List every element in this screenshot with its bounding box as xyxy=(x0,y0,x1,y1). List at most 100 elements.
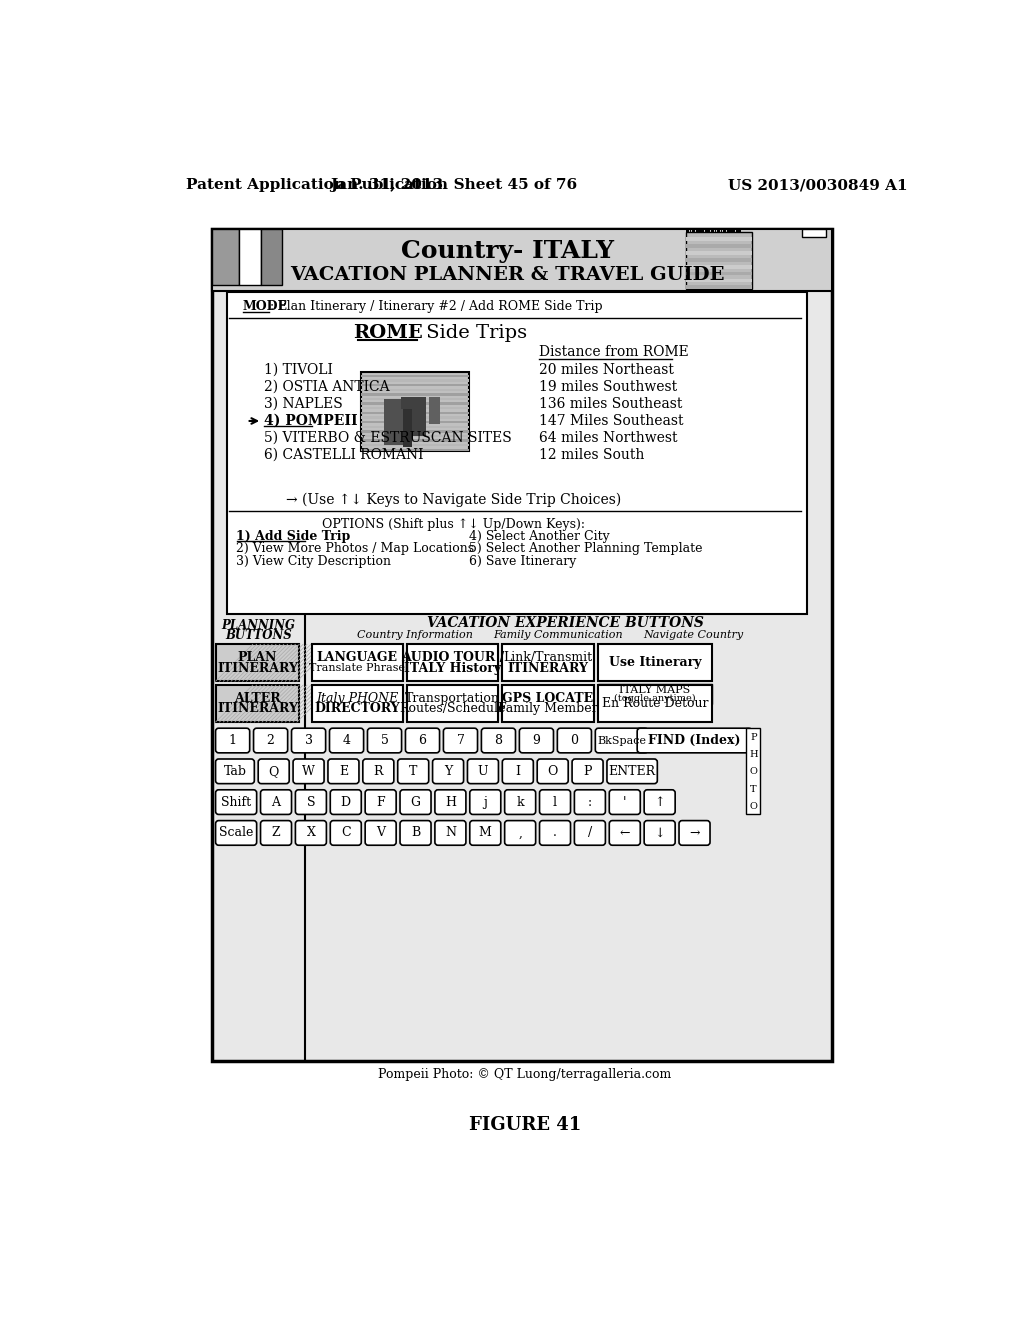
Bar xyxy=(705,230,708,252)
Bar xyxy=(702,230,703,252)
Text: VACATION PLANNER & TRAVEL GUIDE: VACATION PLANNER & TRAVEL GUIDE xyxy=(291,267,725,284)
Bar xyxy=(360,421,469,424)
Text: D: D xyxy=(341,796,351,809)
FancyBboxPatch shape xyxy=(519,729,554,752)
Text: 6) CASTELLI ROMANI: 6) CASTELLI ROMANI xyxy=(263,447,423,462)
Bar xyxy=(360,444,469,446)
Bar xyxy=(686,285,752,289)
Text: 0: 0 xyxy=(570,734,579,747)
FancyBboxPatch shape xyxy=(538,759,568,784)
Text: 4: 4 xyxy=(343,734,350,747)
Text: Use Itinerary: Use Itinerary xyxy=(608,656,701,669)
Text: F: F xyxy=(377,796,385,809)
Bar xyxy=(407,644,499,681)
Text: T: T xyxy=(751,784,757,793)
Text: ITALY History: ITALY History xyxy=(404,661,502,675)
FancyBboxPatch shape xyxy=(574,789,605,814)
Text: Distance from ROME: Distance from ROME xyxy=(539,346,688,359)
Text: l: l xyxy=(553,796,557,809)
Text: 3: 3 xyxy=(304,734,312,747)
FancyBboxPatch shape xyxy=(557,729,592,752)
Text: BUTTONS: BUTTONS xyxy=(225,628,292,642)
FancyBboxPatch shape xyxy=(540,789,570,814)
Text: 64 miles Northwest: 64 miles Northwest xyxy=(539,430,677,445)
Bar xyxy=(429,397,440,424)
Bar xyxy=(360,449,469,451)
FancyBboxPatch shape xyxy=(258,759,289,784)
Text: P: P xyxy=(751,733,757,742)
Bar xyxy=(686,251,752,255)
FancyBboxPatch shape xyxy=(637,729,752,752)
Text: R: R xyxy=(374,764,383,777)
Bar xyxy=(360,407,469,409)
Text: M: M xyxy=(479,826,492,840)
FancyBboxPatch shape xyxy=(540,821,570,845)
Bar xyxy=(360,430,469,433)
FancyBboxPatch shape xyxy=(679,821,710,845)
Text: C: C xyxy=(341,826,350,840)
Text: Italy PHONE: Italy PHONE xyxy=(316,692,398,705)
Bar xyxy=(360,375,469,378)
Text: N: N xyxy=(444,826,456,840)
FancyBboxPatch shape xyxy=(295,821,327,845)
Text: →: → xyxy=(689,826,699,840)
Text: ←: ← xyxy=(620,826,630,840)
Bar xyxy=(598,685,713,722)
Bar xyxy=(216,685,299,722)
Text: H: H xyxy=(444,796,456,809)
Text: Shift: Shift xyxy=(221,796,251,809)
Text: 6) Save Itinerary: 6) Save Itinerary xyxy=(469,554,577,568)
FancyBboxPatch shape xyxy=(368,729,401,752)
Text: ROME: ROME xyxy=(352,325,423,342)
Text: Q: Q xyxy=(268,764,279,777)
Text: O: O xyxy=(750,803,758,810)
Bar xyxy=(686,265,752,268)
Text: 3) View City Description: 3) View City Description xyxy=(237,554,391,568)
Text: Scale: Scale xyxy=(219,826,253,840)
Text: ↑: ↑ xyxy=(654,796,665,809)
Text: ENTER: ENTER xyxy=(608,764,655,777)
Text: ITINERARY: ITINERARY xyxy=(217,661,298,675)
FancyBboxPatch shape xyxy=(470,821,501,845)
Text: /: / xyxy=(588,826,592,840)
Text: (toggle anytime): (toggle anytime) xyxy=(614,693,696,702)
Bar xyxy=(735,230,738,252)
Text: ITALY MAPS: ITALY MAPS xyxy=(620,685,690,694)
Text: 136 miles Southeast: 136 miles Southeast xyxy=(539,397,682,411)
Bar xyxy=(686,244,752,248)
Bar xyxy=(598,684,713,704)
Bar xyxy=(360,412,469,414)
Bar xyxy=(746,729,761,814)
FancyBboxPatch shape xyxy=(397,759,429,784)
FancyBboxPatch shape xyxy=(216,759,254,784)
Text: 12 miles South: 12 miles South xyxy=(539,447,644,462)
Bar xyxy=(360,384,469,387)
FancyBboxPatch shape xyxy=(400,821,431,845)
Text: 7: 7 xyxy=(457,734,465,747)
Text: BkSpace: BkSpace xyxy=(597,735,646,746)
FancyBboxPatch shape xyxy=(366,789,396,814)
Text: 2: 2 xyxy=(266,734,274,747)
Text: 5) Select Another Planning Template: 5) Select Another Planning Template xyxy=(469,543,702,556)
Text: AUDIO TOUR /: AUDIO TOUR / xyxy=(401,651,505,664)
Text: W: W xyxy=(302,764,315,777)
FancyBboxPatch shape xyxy=(505,789,536,814)
FancyBboxPatch shape xyxy=(254,729,288,752)
Text: O: O xyxy=(750,767,758,776)
Bar xyxy=(360,416,469,418)
Bar xyxy=(311,685,403,722)
FancyBboxPatch shape xyxy=(216,821,257,845)
Text: ↓: ↓ xyxy=(654,826,665,840)
Text: En Route Detour: En Route Detour xyxy=(602,697,709,710)
Bar xyxy=(360,440,469,442)
Bar xyxy=(212,230,239,285)
Text: .: . xyxy=(553,826,557,840)
Bar xyxy=(360,379,469,381)
Text: B: B xyxy=(411,826,420,840)
Bar xyxy=(212,230,831,1061)
Text: 2) OSTIA ANTICA: 2) OSTIA ANTICA xyxy=(263,380,389,395)
Bar xyxy=(717,230,720,252)
Text: 5) VITERBO & ESTRUSCAN SITES: 5) VITERBO & ESTRUSCAN SITES xyxy=(263,430,511,445)
Text: Side Trips: Side Trips xyxy=(420,325,527,342)
Text: 9: 9 xyxy=(532,734,541,747)
